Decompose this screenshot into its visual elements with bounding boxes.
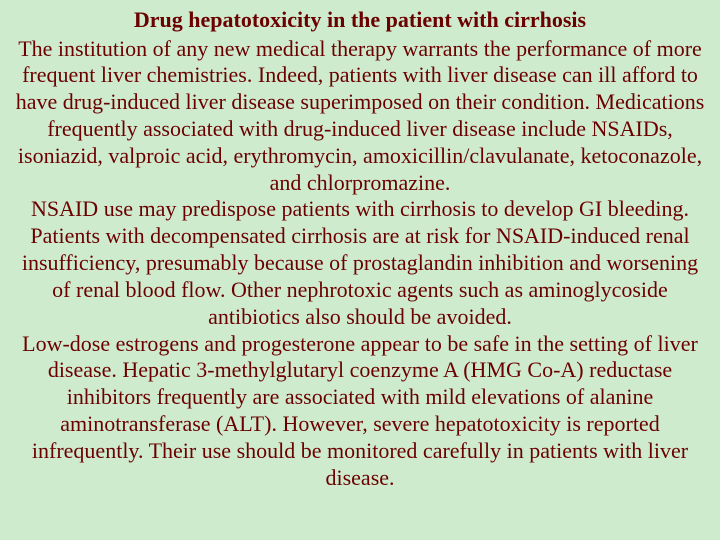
slide-title: Drug hepatotoxicity in the patient with …: [10, 6, 710, 34]
slide: Drug hepatotoxicity in the patient with …: [0, 0, 720, 540]
paragraph-1: The institution of any new medical thera…: [10, 36, 710, 197]
paragraph-2: NSAID use may predispose patients with c…: [10, 196, 710, 330]
paragraph-3: Low-dose estrogens and progesterone appe…: [10, 331, 710, 492]
